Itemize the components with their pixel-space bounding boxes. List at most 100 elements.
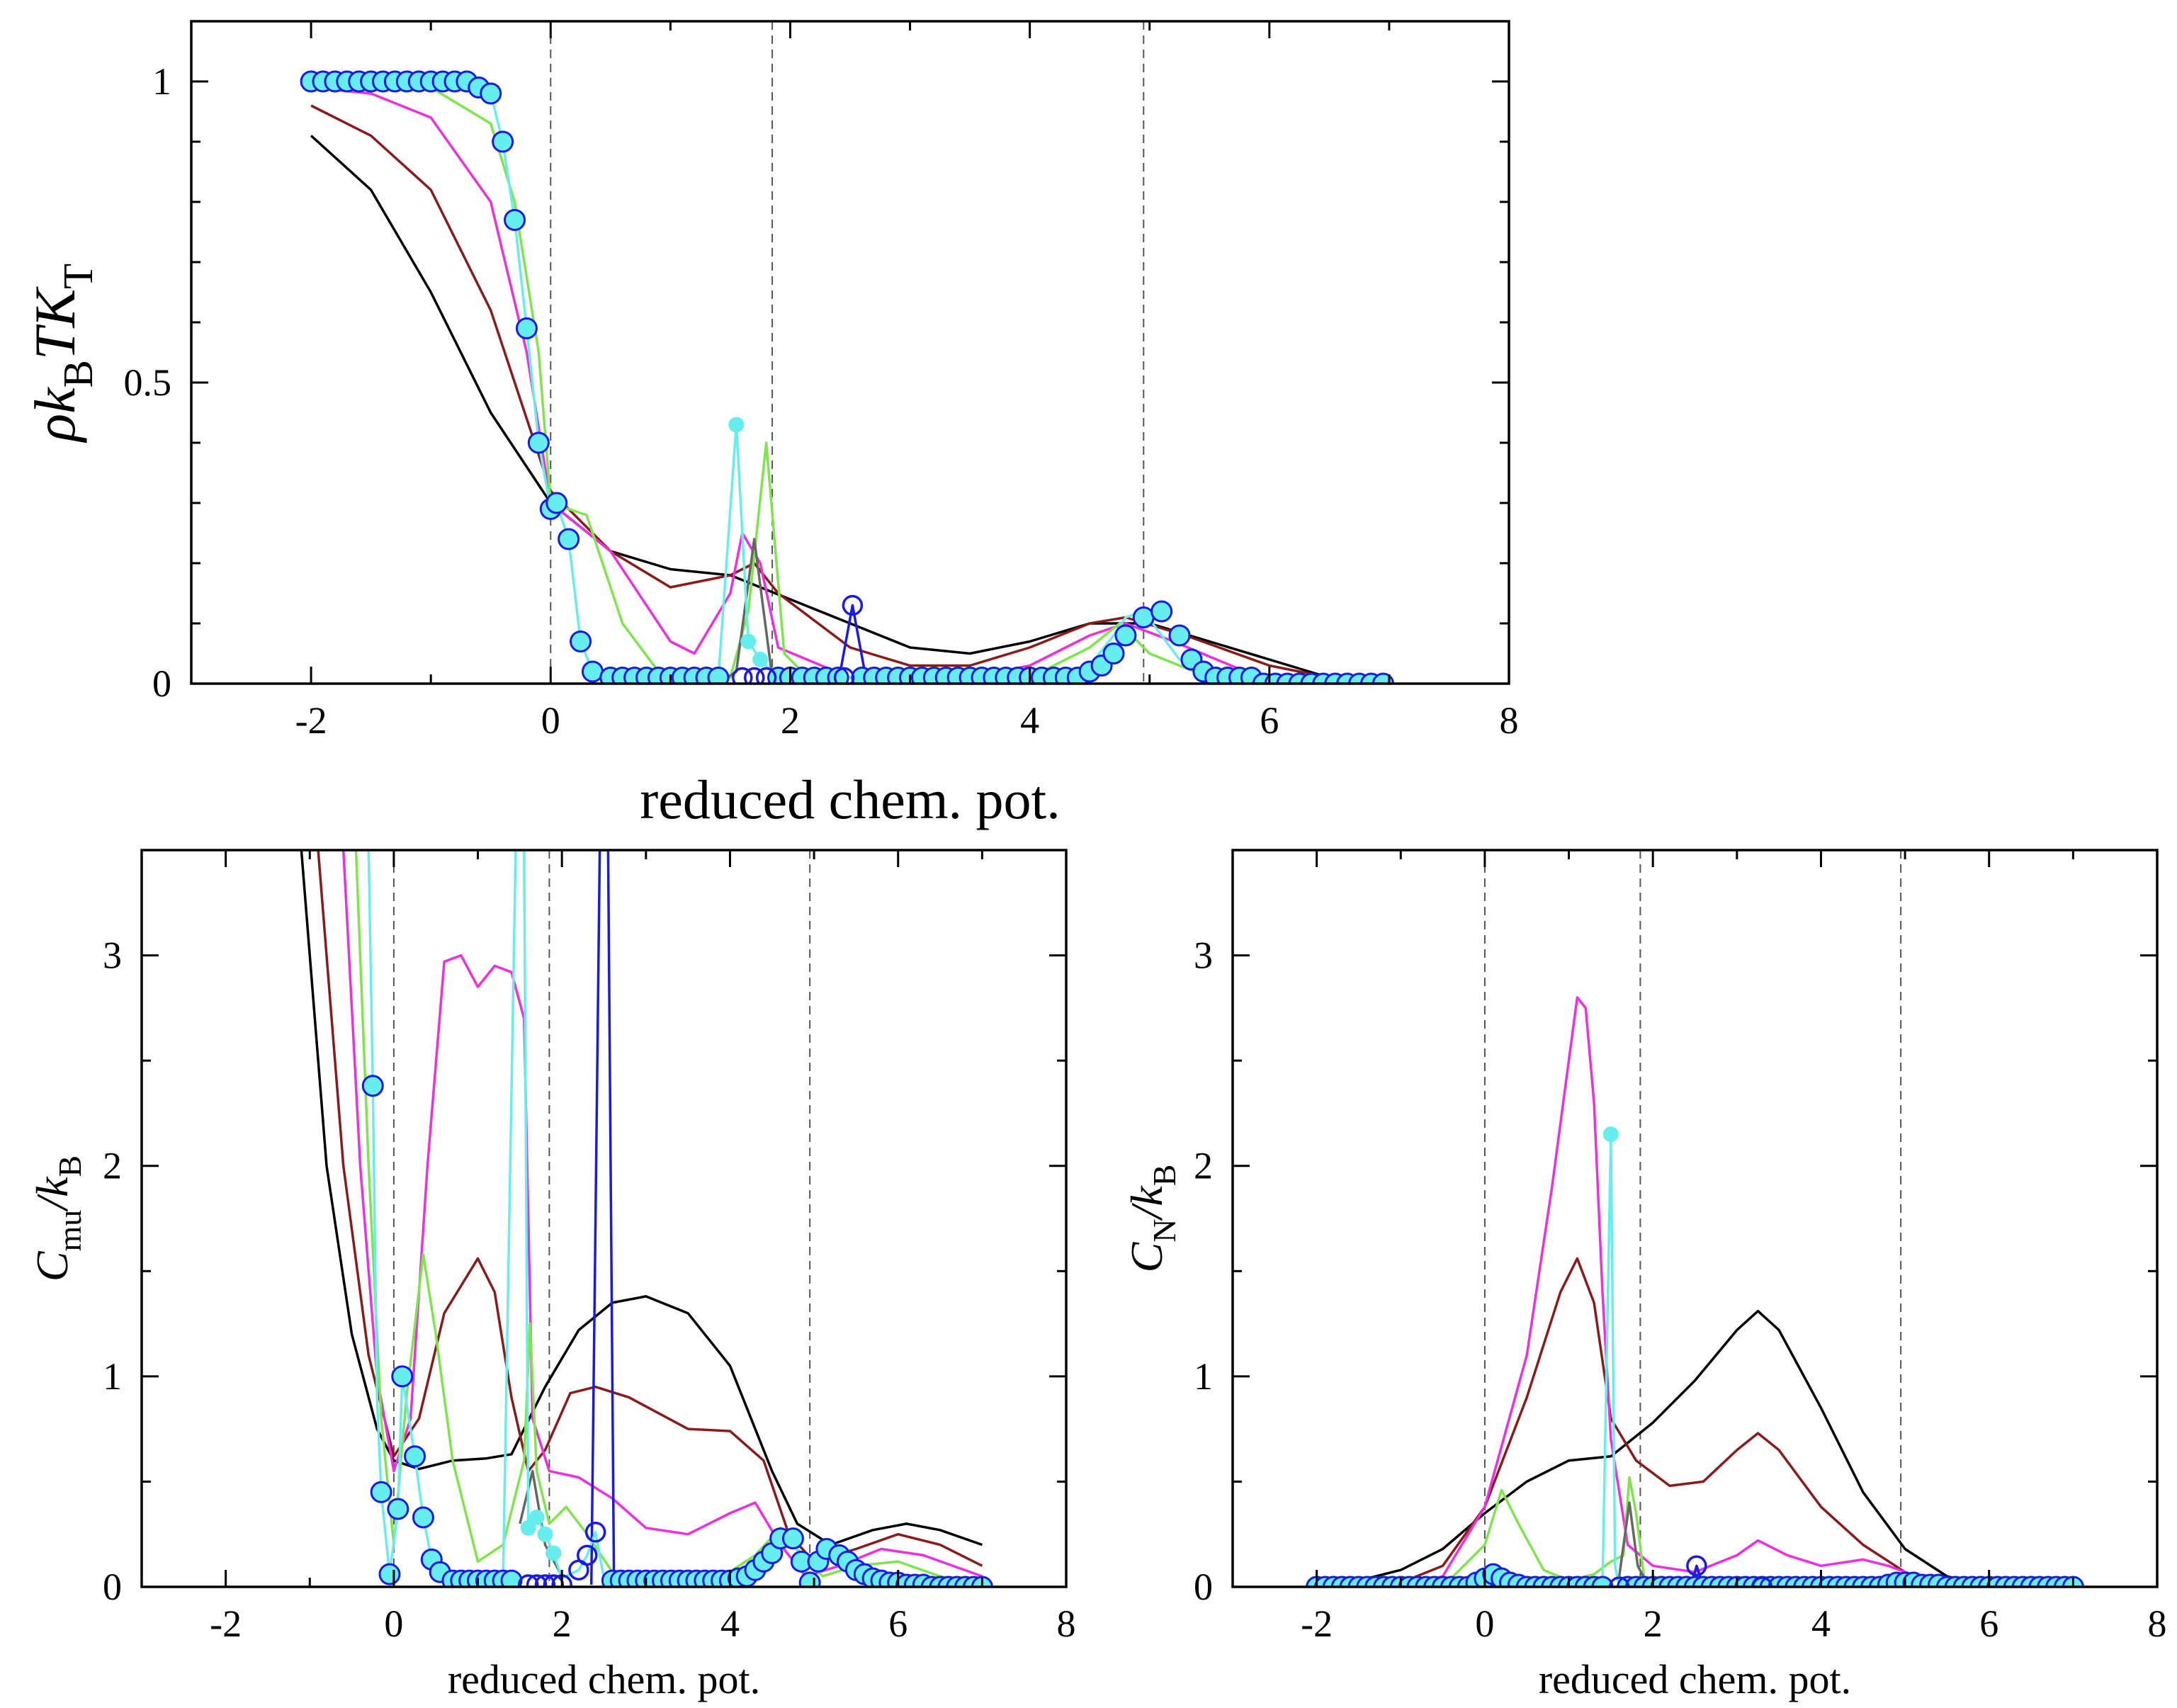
series-line-cyan bbox=[1316, 1133, 2074, 1587]
x-tick-label: -2 bbox=[295, 699, 327, 742]
y-tick-label: 3 bbox=[103, 934, 122, 977]
marker-dot bbox=[728, 417, 745, 433]
y-axis-title-part: C bbox=[27, 1250, 77, 1282]
x-tick-label: 8 bbox=[1500, 699, 1519, 742]
x-axis-title: reduced chem. pot. bbox=[448, 1656, 760, 1702]
series-line-green bbox=[1316, 1476, 2074, 1587]
marker-circle bbox=[1150, 600, 1173, 623]
marker-open bbox=[1608, 1576, 1630, 1587]
marker-open bbox=[732, 667, 753, 684]
marker-circle bbox=[361, 1075, 384, 1097]
marker-circle bbox=[1168, 624, 1191, 647]
marker-circle bbox=[581, 660, 604, 683]
marker-open bbox=[755, 667, 777, 684]
y-tick-label: 1 bbox=[152, 60, 171, 103]
marker-dot bbox=[740, 633, 757, 650]
y-axis-title-part: /k bbox=[1121, 1185, 1172, 1221]
marker-circle bbox=[492, 130, 514, 153]
x-tick-label: -2 bbox=[1301, 1602, 1333, 1645]
y-axis-title-subscript: B bbox=[1146, 1165, 1182, 1187]
x-tick-label: -2 bbox=[210, 1602, 242, 1645]
marker-circle bbox=[1591, 1576, 1614, 1587]
marker-open bbox=[526, 1574, 548, 1587]
marker-open bbox=[1751, 1576, 1773, 1587]
y-axis-title: Cmu/kB bbox=[27, 1155, 88, 1282]
marker-circle bbox=[515, 317, 538, 339]
y-axis-title-part: C bbox=[1121, 1241, 1172, 1272]
marker-circle bbox=[707, 667, 730, 684]
plot-frame bbox=[190, 20, 1510, 685]
plot-frame bbox=[140, 849, 1068, 1588]
marker-circle bbox=[798, 1571, 821, 1587]
marker-circle bbox=[387, 1498, 409, 1520]
x-tick-label: 4 bbox=[720, 1602, 740, 1645]
y-axis-title-subscript: T bbox=[55, 264, 101, 289]
series-line-black bbox=[310, 135, 1390, 684]
y-axis-title-part: /k bbox=[27, 1176, 77, 1212]
y-tick-label: 2 bbox=[103, 1145, 122, 1187]
x-tick-label: 2 bbox=[781, 699, 800, 742]
x-axis-title: reduced chem. pot. bbox=[640, 769, 1060, 830]
plot-area bbox=[1306, 996, 2084, 1587]
y-tick-label: 1 bbox=[103, 1355, 122, 1398]
x-tick-label: 6 bbox=[1260, 699, 1279, 742]
series-line-green bbox=[311, 80, 1389, 684]
marker-dot bbox=[752, 652, 769, 667]
marker-circle bbox=[527, 431, 550, 454]
y-tick-label: 1 bbox=[1194, 1355, 1213, 1398]
marker-circle bbox=[781, 1527, 804, 1550]
x-tick-label: 0 bbox=[384, 1602, 403, 1645]
x-tick-label: 0 bbox=[1475, 1602, 1494, 1645]
marker-open bbox=[577, 1544, 598, 1566]
chart-bottom-left: -2 0 2 4 6 8 0 1 2 3 reduced chem. pot. Cmu/kB bbox=[27, 849, 1076, 1702]
marker-circle bbox=[370, 1481, 392, 1503]
marker-circle bbox=[1114, 624, 1137, 647]
x-axis-title: reduced chem. pot. bbox=[1539, 1656, 1851, 1702]
marker-dot bbox=[537, 1526, 553, 1542]
plot-area bbox=[300, 70, 1394, 684]
marker-dot bbox=[520, 1520, 536, 1536]
y-tick-label: 3 bbox=[1194, 934, 1213, 977]
marker-circle bbox=[391, 1365, 414, 1388]
marker-circle bbox=[378, 1563, 401, 1585]
x-tick-label: 6 bbox=[1979, 1602, 1998, 1645]
series-line-black bbox=[1316, 1309, 2074, 1587]
marker-circle bbox=[570, 630, 592, 652]
marker-dot bbox=[528, 1509, 545, 1525]
x-tick-label: 4 bbox=[1020, 699, 1039, 742]
y-tick-label: 0 bbox=[1194, 1566, 1213, 1608]
x-tick-label: 8 bbox=[2148, 1602, 2167, 1645]
x-tick-label: 6 bbox=[888, 1602, 907, 1645]
series-line-magenta bbox=[341, 850, 983, 1578]
marker-open bbox=[584, 1521, 606, 1543]
marker-circle bbox=[1132, 606, 1155, 628]
y-axis-title-subscript: B bbox=[55, 360, 101, 388]
x-tick-label: 8 bbox=[1057, 1602, 1076, 1645]
marker-open bbox=[517, 1574, 539, 1587]
y-tick-label: 0.5 bbox=[124, 361, 172, 404]
series-line-magenta bbox=[310, 86, 1389, 684]
series-line-cyan bbox=[311, 80, 1389, 684]
x-tick-label: 0 bbox=[541, 699, 560, 742]
marker-circle bbox=[545, 492, 568, 514]
y-axis-title: ρkBTKT bbox=[23, 264, 101, 443]
x-tick-label: 4 bbox=[1811, 1602, 1831, 1645]
marker-circle bbox=[412, 1506, 434, 1529]
series-line-brown bbox=[1316, 1257, 2074, 1587]
marker-circle bbox=[827, 667, 849, 684]
series-line-magenta bbox=[1316, 996, 2074, 1587]
y-tick-label: 0 bbox=[152, 662, 171, 705]
marker-circle bbox=[404, 1445, 426, 1468]
x-tick-label: 2 bbox=[553, 1602, 572, 1645]
y-axis-title-part: ρk bbox=[23, 387, 87, 443]
marker-open bbox=[1686, 1555, 1707, 1577]
marker-open bbox=[743, 667, 765, 684]
marker-circle bbox=[480, 82, 502, 105]
series-line-blue bbox=[837, 604, 869, 684]
marker-open bbox=[534, 1574, 556, 1587]
marker-open bbox=[833, 667, 855, 684]
y-axis-title-subscript: B bbox=[52, 1155, 88, 1177]
chart-bottom-right: -2 0 2 4 6 8 0 1 2 3 reduced chem. pot. CN/kB bbox=[1121, 849, 2167, 1702]
marker-circle bbox=[558, 528, 580, 550]
